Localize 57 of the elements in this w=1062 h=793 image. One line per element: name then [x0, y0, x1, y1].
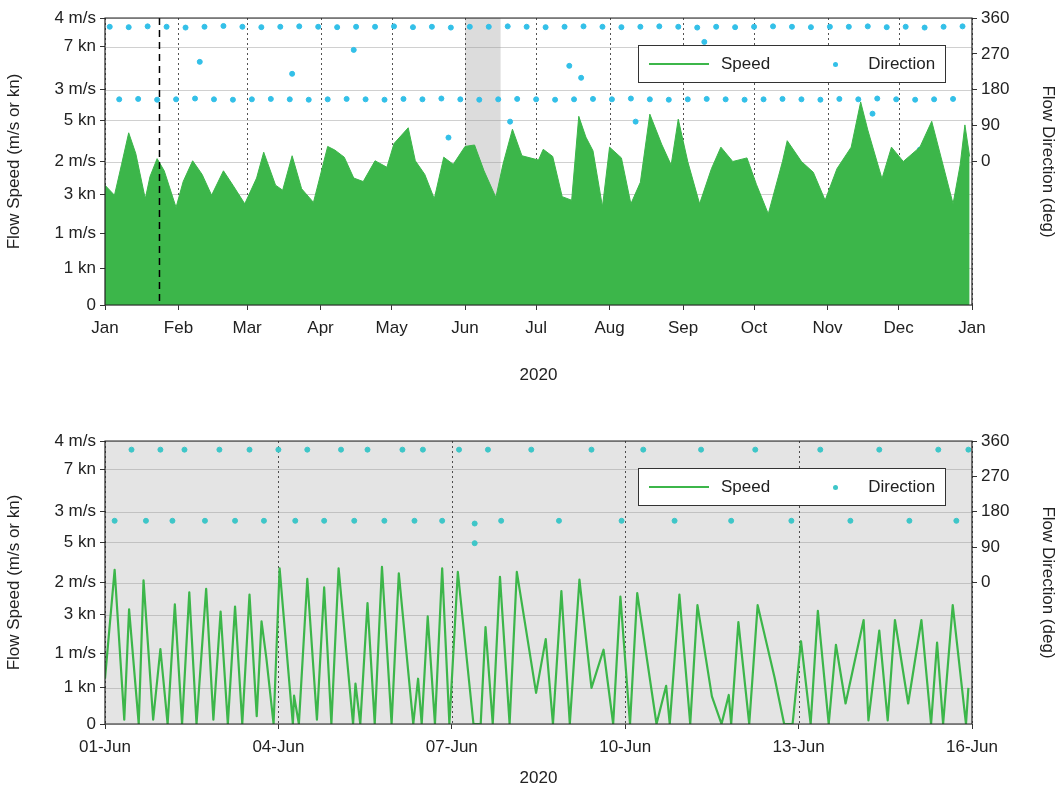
- y2-tick-label: 270: [981, 43, 1010, 63]
- y2-axis-title: Flow Direction (deg): [1039, 85, 1059, 238]
- x-tick-label: 01-Jun: [79, 736, 131, 756]
- x-tick-label: Aug: [594, 317, 625, 337]
- legend-label: Speed: [721, 477, 771, 497]
- y-tick-label: 4 m/s: [54, 7, 96, 27]
- y2-tick-label: 0: [981, 151, 991, 171]
- y3-tick-label: 3 kn: [63, 183, 96, 203]
- x-tick-label: Oct: [740, 317, 768, 337]
- x-axis-title: 2020: [519, 768, 558, 788]
- y-tick-label: 1 m/s: [54, 642, 96, 662]
- y3-tick-label: 7 kn: [63, 36, 96, 56]
- x-tick-label: Apr: [307, 317, 335, 337]
- x-tick-label: May: [375, 317, 409, 337]
- x-tick-label: 07-Jun: [425, 736, 478, 756]
- y-axis-title: Flow Speed (m/s or kn): [3, 73, 23, 250]
- x-tick-label: 16-Jun: [946, 736, 998, 756]
- x-tick-label: Feb: [163, 317, 194, 337]
- x-tick-label: 13-Jun: [772, 736, 825, 756]
- y-axis-title: Flow Speed (m/s or kn): [3, 494, 23, 671]
- y3-tick-label: 1 kn: [63, 257, 96, 277]
- x-tick-label: Jun: [451, 317, 479, 337]
- y3-tick-label: 1 kn: [63, 677, 96, 697]
- y3-tick-label: 7 kn: [63, 458, 96, 478]
- x-axis-title: 2020: [519, 365, 558, 385]
- y-tick-label: 2 m/s: [54, 572, 96, 592]
- y2-tick-label: 90: [981, 115, 1000, 135]
- y3-tick-label: 5 kn: [63, 110, 96, 130]
- y2-tick-label: 360: [981, 7, 1010, 27]
- y2-tick-label: 180: [981, 501, 1010, 521]
- y-tick-label: 3 m/s: [54, 501, 96, 521]
- y3-tick-label: 5 kn: [63, 531, 96, 551]
- y3-tick-label: 3 kn: [63, 604, 96, 624]
- y-tick-label: 3 m/s: [54, 79, 96, 99]
- x-tick-label: Jan: [91, 317, 119, 337]
- y2-tick-label: 270: [981, 466, 1010, 486]
- legend-label: Direction: [868, 54, 936, 74]
- y2-tick-label: 90: [981, 536, 1000, 556]
- x-tick-label: Jan: [958, 317, 986, 337]
- x-tick-label: Sep: [667, 317, 699, 337]
- x-tick-label: 10-Jun: [599, 736, 652, 756]
- y2-tick-label: 180: [981, 79, 1010, 99]
- legend-label: Direction: [868, 477, 936, 497]
- x-tick-label: Mar: [232, 317, 263, 337]
- y2-tick-label: 360: [981, 430, 1010, 450]
- x-tick-label: 04-Jun: [252, 736, 305, 756]
- y2-tick-label: 0: [981, 572, 991, 592]
- x-tick-label: Jul: [525, 317, 547, 337]
- y-tick-label: 1 m/s: [54, 222, 96, 242]
- y-tick-label: 4 m/s: [54, 430, 96, 450]
- y2-axis-title: Flow Direction (deg): [1039, 506, 1059, 659]
- x-tick-label: Dec: [883, 317, 915, 337]
- x-tick-label: Nov: [812, 317, 844, 337]
- y-tick-label: 0: [86, 294, 96, 314]
- y-tick-label: 0: [86, 713, 96, 733]
- y-tick-label: 2 m/s: [54, 151, 96, 171]
- legend-label: Speed: [721, 54, 771, 74]
